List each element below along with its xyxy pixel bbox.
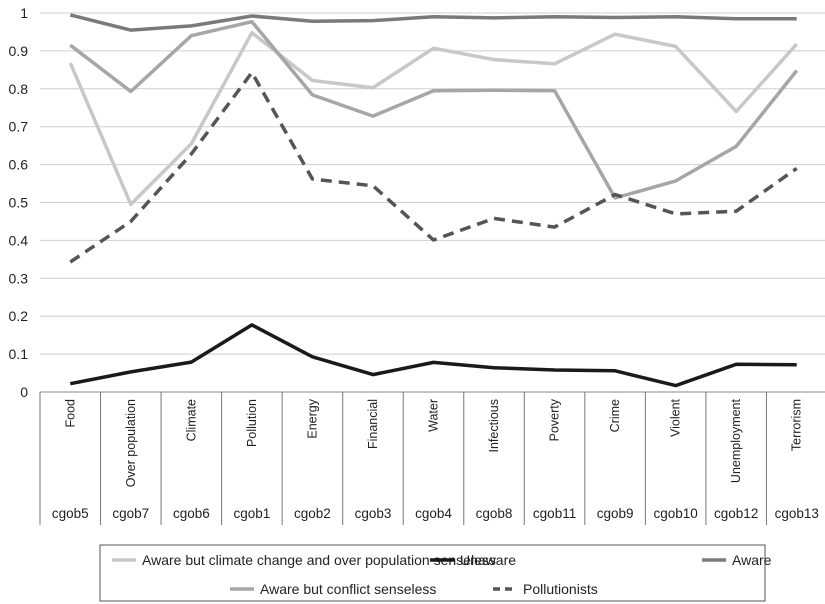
- category-label: Over population: [124, 399, 138, 487]
- legend-label: Aware but conflict senseless: [260, 581, 436, 597]
- category-label: Crime: [608, 399, 622, 432]
- series-lines: [68, 13, 799, 388]
- category-label: Climate: [184, 399, 198, 441]
- y-tick-label: 0.8: [9, 81, 29, 97]
- y-axis-tick-labels: 0 0.1 0.2 0.3 0.4 0.5 0.6 0.7 0.8 0.9 1: [9, 5, 29, 400]
- category-code: cgob10: [654, 506, 698, 521]
- category-code: cgob5: [52, 506, 89, 521]
- legend-label: Aware: [732, 552, 772, 568]
- category-label: Poverty: [548, 398, 562, 441]
- category-label: Pollution: [245, 399, 259, 447]
- series-line: [69, 19, 799, 200]
- y-tick-label: 0.3: [9, 270, 29, 286]
- category-label: Energy: [305, 398, 319, 438]
- series-line: [69, 70, 798, 264]
- category-code: cgob13: [775, 506, 819, 521]
- category-label: Water: [427, 399, 441, 432]
- category-code: cgob3: [355, 506, 392, 521]
- category-code: cgob11: [533, 506, 576, 521]
- category-code: cgob12: [714, 506, 758, 521]
- legend-label: Aware but climate change and over popula…: [142, 552, 496, 568]
- legend: Aware but climate change and over popula…: [99, 544, 772, 602]
- y-tick-label: 0.1: [9, 346, 29, 362]
- series-line: [68, 30, 799, 207]
- y-tick-label: 0.6: [9, 157, 29, 173]
- category-label: Financial: [366, 399, 380, 449]
- category-code: cgob9: [597, 506, 634, 521]
- legend-label: Pollutionists: [523, 581, 598, 597]
- category-table: Food cgob5 Over population cgob7 Climate cgob…: [39, 392, 819, 525]
- category-label: Unemployment: [729, 398, 743, 483]
- category-label: Food: [63, 399, 77, 428]
- series-line: [69, 13, 797, 32]
- category-code: cgob8: [476, 506, 513, 521]
- y-tick-label: 0.2: [9, 308, 29, 324]
- category-code: cgob6: [173, 506, 210, 521]
- legend-label: Unaware: [460, 552, 516, 568]
- category-code: cgob1: [233, 506, 270, 521]
- series-line: [69, 323, 797, 388]
- y-tick-label: 0.7: [9, 119, 29, 135]
- category-code: cgob4: [415, 506, 452, 521]
- gridlines: [40, 12, 825, 393]
- y-tick-label: 0: [20, 384, 28, 400]
- y-tick-label: 0.4: [9, 232, 29, 248]
- category-label: Violent: [669, 398, 683, 437]
- category-label: Terrorism: [790, 399, 804, 451]
- y-tick-label: 0.9: [9, 43, 29, 59]
- category-label: Infectious: [487, 399, 501, 453]
- y-tick-label: 0.5: [9, 195, 29, 211]
- y-tick-label: 1: [20, 5, 28, 21]
- category-code: cgob7: [112, 506, 149, 521]
- category-code: cgob2: [294, 506, 331, 521]
- legend-box: [99, 544, 766, 602]
